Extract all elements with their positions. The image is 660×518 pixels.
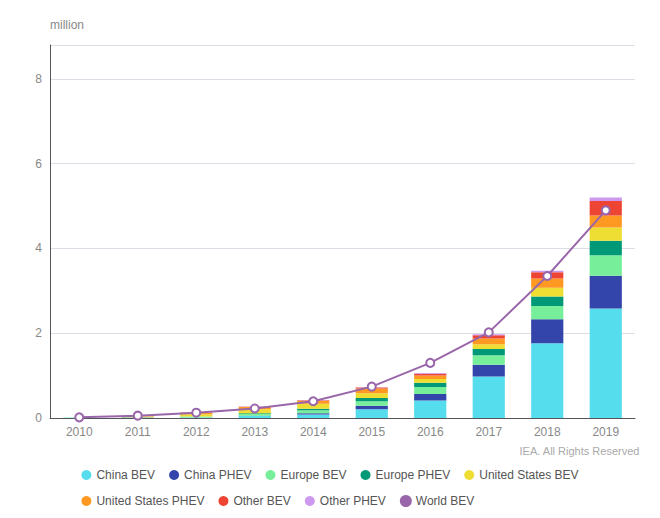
- svg-text:World BEV: World BEV: [416, 494, 474, 508]
- svg-text:2019: 2019: [592, 425, 619, 439]
- svg-text:United States BEV: United States BEV: [479, 468, 578, 482]
- svg-text:2: 2: [35, 326, 42, 340]
- svg-text:2012: 2012: [183, 425, 210, 439]
- svg-text:4: 4: [35, 241, 42, 255]
- svg-text:Other PHEV: Other PHEV: [320, 494, 386, 508]
- svg-text:China BEV: China BEV: [96, 468, 155, 482]
- svg-text:2010: 2010: [66, 425, 93, 439]
- svg-text:China PHEV: China PHEV: [184, 468, 251, 482]
- svg-text:2015: 2015: [358, 425, 385, 439]
- svg-text:6: 6: [35, 157, 42, 171]
- svg-text:2013: 2013: [241, 425, 268, 439]
- svg-text:United States PHEV: United States PHEV: [96, 494, 204, 508]
- svg-text:Other BEV: Other BEV: [233, 494, 290, 508]
- svg-text:0: 0: [35, 411, 42, 425]
- svg-text:8: 8: [35, 72, 42, 86]
- svg-text:2016: 2016: [417, 425, 444, 439]
- svg-text:2018: 2018: [534, 425, 561, 439]
- svg-text:2017: 2017: [475, 425, 502, 439]
- svg-text:2011: 2011: [125, 425, 151, 439]
- svg-text:IEA. All Rights Reserved: IEA. All Rights Reserved: [520, 445, 640, 457]
- svg-text:Europe BEV: Europe BEV: [280, 468, 346, 482]
- svg-text:million: million: [50, 18, 84, 32]
- svg-text:2014: 2014: [300, 425, 327, 439]
- svg-text:Europe PHEV: Europe PHEV: [376, 468, 451, 482]
